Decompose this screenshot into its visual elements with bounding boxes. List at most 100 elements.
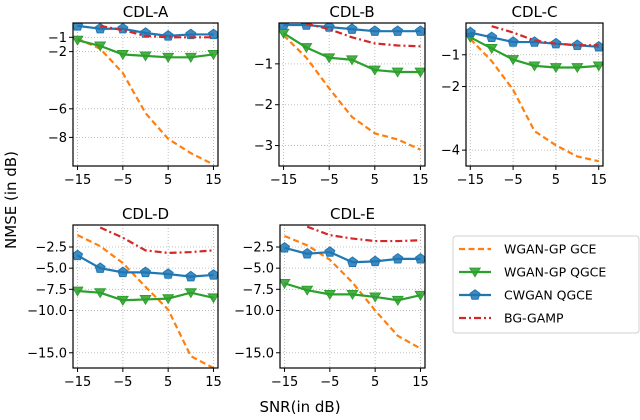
- series-line-bggamp: [99, 226, 214, 255]
- data-point-qgce: [592, 61, 603, 72]
- y-tick-label: −2: [48, 45, 67, 60]
- x-tick-label: −5: [320, 375, 339, 390]
- y-tick-label: −1: [48, 31, 67, 46]
- data-point-qgce: [368, 65, 381, 76]
- data-point-cwgan: [185, 270, 197, 282]
- data-point-cwgan: [507, 36, 519, 47]
- data-point-qgce: [139, 51, 152, 62]
- data-point-cwgan: [346, 23, 358, 34]
- data-point-cwgan: [486, 31, 498, 43]
- data-point-qgce: [571, 63, 584, 74]
- y-tick-label: −15.0: [234, 346, 274, 361]
- x-tick-label: 5: [371, 173, 379, 188]
- legend-marker-cwgan: [469, 289, 481, 300]
- data-point-qgce: [94, 288, 107, 299]
- data-point-qgce: [207, 293, 218, 304]
- x-tick-label: −15: [457, 173, 484, 188]
- subplot-title: CDL-C: [511, 3, 557, 21]
- x-tick-label: 15: [412, 173, 429, 188]
- x-tick-label: −5: [320, 173, 339, 188]
- series-line-gce: [469, 38, 599, 163]
- axes-frame: [278, 22, 426, 167]
- data-point-cwgan: [392, 25, 404, 36]
- data-point-cwgan: [369, 255, 381, 267]
- series-line-gce: [282, 34, 421, 151]
- series-line-bggamp: [99, 24, 214, 39]
- axes-frame: [279, 224, 426, 369]
- subplot-cdl-a: −15 −5 5 15 −1−2 −6 −8 CDL-A: [48, 3, 222, 188]
- x-tick-label: 5: [552, 173, 560, 188]
- axes-frame: [72, 22, 219, 167]
- data-point-qgce: [73, 35, 84, 46]
- subplot-cdl-c: −15 −5 5 15 −1 −2 −4 CDL-C: [441, 3, 607, 188]
- data-point-qgce: [300, 43, 313, 54]
- data-point-qgce: [346, 289, 359, 301]
- data-point-qgce: [549, 63, 562, 74]
- series-line-bggamp: [306, 225, 421, 243]
- data-point-qgce: [414, 290, 425, 301]
- x-tick-label: 5: [164, 173, 172, 188]
- legend-label: CWGAN QGCE: [504, 288, 593, 303]
- x-tick-label: 15: [205, 375, 222, 390]
- legend-frame: [452, 235, 640, 334]
- data-point-cwgan: [301, 247, 313, 259]
- subplot-cdl-d: −15 −5 5 15 −2.5 −5.0 −7.5 −10.0 −15.0 CDL-D: [27, 205, 222, 390]
- legend-entry-gce: WGAN-GP GCE: [459, 242, 597, 257]
- series-line-gce: [77, 234, 214, 368]
- data-point-cwgan: [392, 253, 404, 264]
- data-point-qgce: [323, 289, 336, 301]
- x-tick-label: −15: [64, 375, 91, 390]
- legend-marker-qgce: [468, 267, 482, 278]
- y-tick-label: −1: [254, 57, 273, 72]
- data-point-cwgan: [139, 27, 152, 38]
- data-point-cwgan: [94, 262, 106, 273]
- data-point-qgce: [323, 53, 336, 64]
- data-point-cwgan: [571, 39, 583, 50]
- data-point-qgce: [391, 295, 404, 306]
- x-tick-label: −5: [113, 173, 132, 188]
- x-tick-label: 15: [590, 173, 607, 188]
- data-point-qgce: [184, 52, 197, 63]
- y-tick-label: −2.5: [242, 241, 274, 256]
- data-point-qgce: [139, 295, 152, 306]
- series-line-bggamp: [306, 23, 421, 48]
- x-tick-label: −15: [271, 375, 298, 390]
- data-point-qgce: [73, 286, 84, 297]
- x-tick-label: −5: [113, 375, 132, 390]
- data-point-qgce: [162, 52, 175, 63]
- data-point-qgce: [507, 55, 520, 66]
- subplot-title: CDL-D: [122, 205, 169, 223]
- y-tick-label: −1: [441, 48, 460, 63]
- data-point-cwgan: [139, 266, 152, 278]
- legend-label: WGAN-GP GCE: [504, 242, 597, 257]
- data-point-qgce: [116, 295, 129, 306]
- x-tick-label: 5: [371, 375, 379, 390]
- y-tick-label: −10.0: [27, 304, 67, 319]
- series-line-gce: [284, 234, 422, 350]
- y-tick-label: −2: [441, 80, 460, 95]
- y-tick-label: −5.0: [242, 262, 274, 277]
- data-point-qgce: [301, 285, 314, 296]
- data-point-cwgan: [369, 25, 381, 36]
- y-tick-label: −15.0: [27, 346, 67, 361]
- subplot-title: CDL-E: [330, 205, 375, 223]
- x-tick-label: −5: [504, 173, 523, 188]
- data-point-qgce: [391, 67, 404, 78]
- x-tick-label: −15: [270, 173, 297, 188]
- legend-entry-cwgan: CWGAN QGCE: [459, 288, 593, 303]
- data-point-cwgan: [324, 246, 336, 257]
- data-point-qgce: [485, 44, 498, 55]
- y-tick-label: −5.0: [35, 262, 67, 277]
- axes-frame: [72, 224, 219, 369]
- y-axis-label: NMSE (in dB): [2, 151, 20, 249]
- legend-entry-qgce: WGAN-GP QGCE: [459, 265, 606, 280]
- data-point-qgce: [207, 50, 218, 61]
- subplot-title: CDL-A: [123, 3, 169, 21]
- data-point-cwgan: [279, 23, 290, 30]
- data-point-qgce: [369, 292, 382, 303]
- axes-frame: [465, 22, 604, 167]
- legend-label: BG-GAMP: [504, 311, 564, 326]
- data-point-qgce: [528, 61, 541, 72]
- series-line-bggamp: [491, 25, 599, 47]
